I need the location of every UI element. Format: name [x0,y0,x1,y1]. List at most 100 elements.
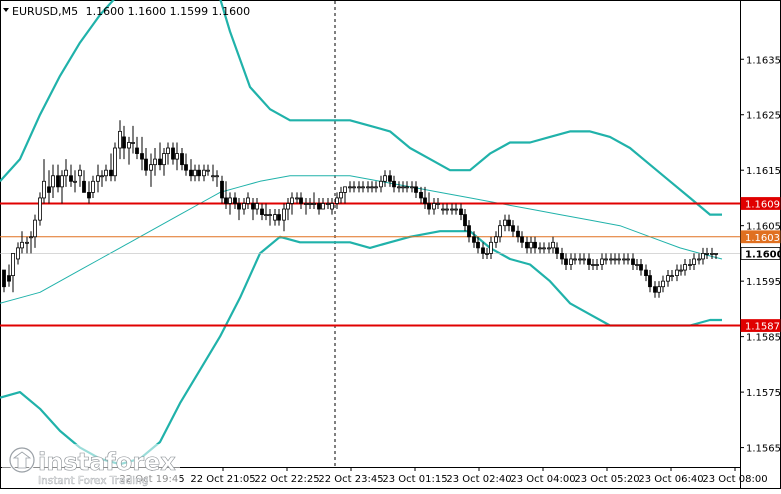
candle [573,253,577,265]
candle-body-bull [215,175,219,178]
candle [489,236,493,259]
price-tag-label: 1.1600 [745,249,781,260]
candle-body-bull [242,203,246,210]
candle [485,247,489,259]
candle-body-bull [202,169,206,177]
candle-body-bear [533,241,537,249]
candle-body-bull [73,180,77,183]
candle [631,253,635,271]
candle-body-bull [489,241,493,254]
candle-body-bear [427,203,431,210]
candle-body-bear [388,175,392,182]
candle-body-bear [644,269,648,277]
header-ohlc: 1.1600 1.1600 1.1599 1.1600 [86,5,250,18]
candle [308,197,312,210]
candle [127,136,131,165]
candle-body-bear [631,258,635,265]
candle-body-bear [251,203,255,210]
candle-body-bull [445,208,449,211]
candle-body-bull [321,203,325,210]
candle [282,203,286,232]
candle [96,164,100,193]
candle [11,253,15,293]
candle [122,125,126,160]
candle [246,192,250,210]
candle [679,264,683,276]
candle [330,197,334,215]
candle-body-bull [352,186,356,189]
candle-body-bull [16,247,20,260]
candle-body-bull [295,197,299,200]
x-tick-label: 22 Oct 22:25 [254,474,319,485]
candle-body-bull [366,186,370,189]
candle-body-bull [175,153,179,160]
candle [193,164,197,182]
candle-body-bull [361,186,365,189]
candle-body-bull [635,264,639,266]
candle-body-bull [542,247,546,250]
candle-body-bull [100,175,104,178]
candle-body-bull [51,175,55,188]
candle [299,192,303,210]
candle-body-bull [591,264,595,266]
candle [220,175,224,204]
candle-body-bull [692,258,696,265]
candle [113,142,117,182]
candle [118,120,122,160]
candle [290,192,294,215]
candle-body-bull [162,153,166,166]
candle-body-bear [481,247,485,254]
candle [304,197,308,215]
candle [260,203,264,221]
candle-body-bull [78,169,82,177]
candle-body-bear [7,275,11,282]
header-triangle-icon [3,8,9,12]
candle [352,181,356,193]
candle [551,236,555,254]
candle [189,159,193,182]
candle-body-bull [29,236,33,239]
candle [321,197,325,210]
candle-body-bull [91,180,95,193]
candle [56,164,60,193]
candle-body-bull [304,203,308,205]
candle [472,231,476,248]
candle-body-bear [47,186,51,193]
candle-body-bull [374,186,378,189]
candle-body-bull [547,247,551,250]
candle [529,236,533,254]
candle [16,242,20,265]
candle [33,214,37,248]
candle [423,186,427,210]
candle [392,175,396,193]
candle [648,270,652,293]
candle-body-bull [326,203,330,205]
candle-body-bull [96,175,100,182]
candle [542,242,546,254]
candle [582,253,586,265]
candle-body-bull [604,258,608,261]
candle-body-bull [343,186,347,193]
candle-body-bull [131,142,135,144]
candle-body-bear [419,191,423,199]
candle [166,142,170,165]
candle [140,136,144,171]
candle [60,170,64,204]
candle-body-bear [564,258,568,265]
price-tag-label: 1.1587 [745,322,780,333]
logo-tagline: Instant Forex Trading [38,475,148,487]
candle-body-bull [228,197,232,204]
candle-body-bull [441,208,445,211]
candle-body-bull [485,253,489,255]
candle [237,197,241,221]
candle [705,247,709,259]
candle-body-bull [582,258,586,261]
candle-body-bull [622,258,626,261]
x-tick-label: 23 Oct 02:40 [446,474,511,485]
candle-body-bull [595,264,599,266]
candle-body-bull [348,186,352,189]
candle [644,264,648,282]
candle [701,247,705,265]
